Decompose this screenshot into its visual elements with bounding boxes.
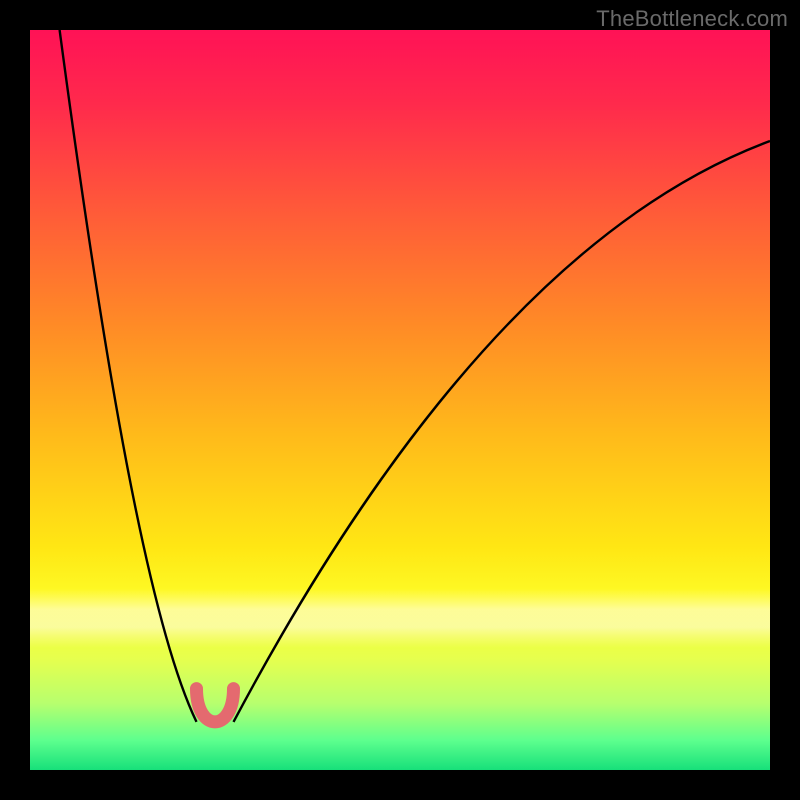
frame-border [0, 770, 800, 800]
curve-right-branch [234, 141, 771, 722]
chart-overlay [0, 0, 800, 800]
frame-border [770, 0, 800, 800]
curve-left-branch [60, 30, 197, 722]
watermark-text: TheBottleneck.com [596, 6, 788, 32]
valley-highlight-u [197, 689, 234, 722]
frame-border [0, 0, 30, 800]
